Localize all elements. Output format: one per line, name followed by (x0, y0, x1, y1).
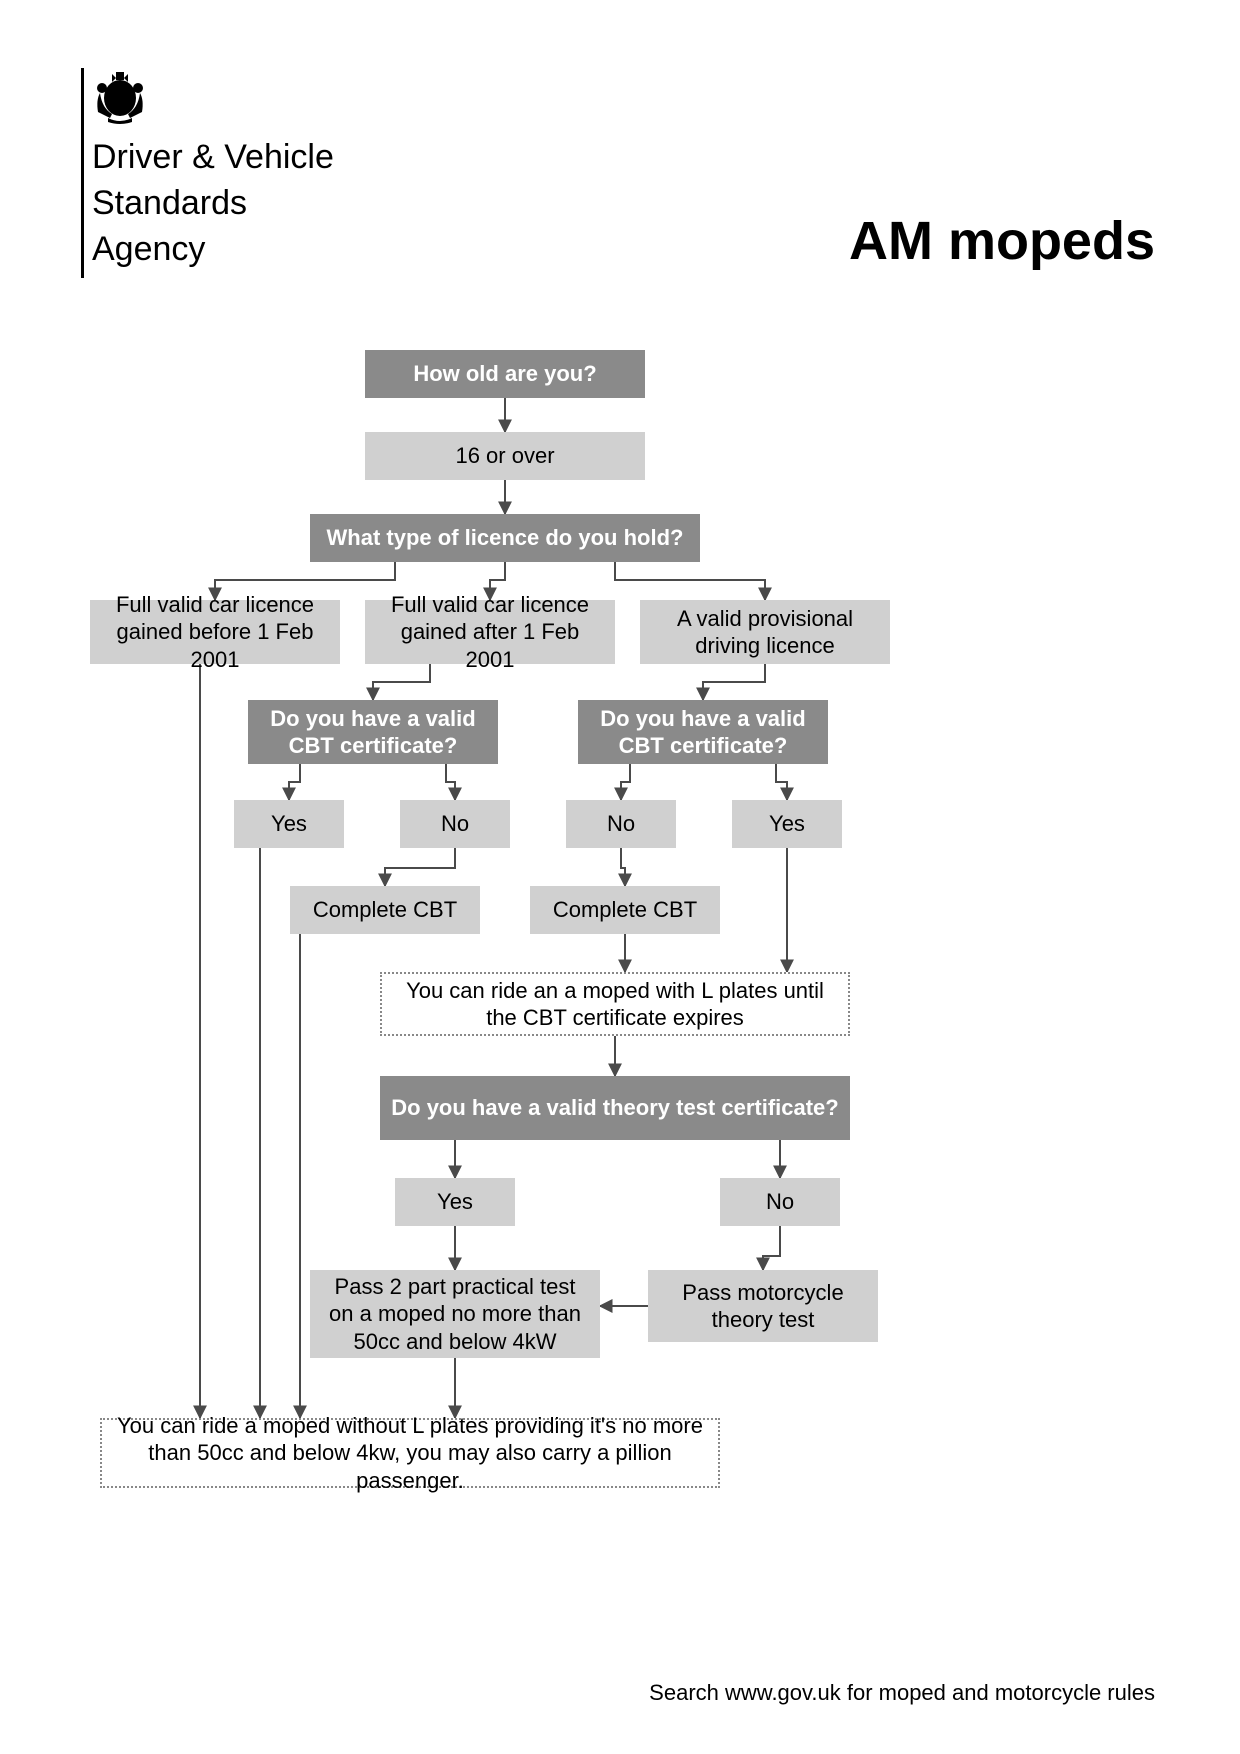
node-lplates: You can ride an a moped with L plates un… (380, 972, 850, 1036)
edge-q3b-y2 (776, 764, 787, 800)
node-n1: No (400, 800, 510, 848)
node-lic2: Full valid car licence gained after 1 Fe… (365, 600, 615, 664)
edge-lic3-q3b (703, 664, 765, 700)
node-n2: No (566, 800, 676, 848)
node-q3b: Do you have a valid CBT certificate? (578, 700, 828, 764)
edge-q2-lic3 (615, 562, 765, 600)
node-lic1: Full valid car licence gained before 1 F… (90, 600, 340, 664)
edge-q3a-y1 (289, 764, 300, 800)
node-y2: Yes (732, 800, 842, 848)
node-q3a: Do you have a valid CBT certificate? (248, 700, 498, 764)
edge-n1-cbt1 (385, 848, 455, 886)
edge-q3b-n2 (621, 764, 630, 800)
node-lic3: A valid provisional driving licence (640, 600, 890, 664)
node-q4: Do you have a valid theory test certific… (380, 1076, 850, 1140)
node-q2: What type of licence do you hold? (310, 514, 700, 562)
node-theory: Pass motorcycle theory test (648, 1270, 878, 1342)
node-a1: 16 or over (365, 432, 645, 480)
node-q1: How old are you? (365, 350, 645, 398)
node-cbt2: Complete CBT (530, 886, 720, 934)
node-y1: Yes (234, 800, 344, 848)
node-n3: No (720, 1178, 840, 1226)
node-cbt1: Complete CBT (290, 886, 480, 934)
node-final: You can ride a moped without L plates pr… (100, 1418, 720, 1488)
edge-n3-theory (763, 1226, 780, 1270)
node-y3: Yes (395, 1178, 515, 1226)
edge-q3a-n1 (446, 764, 455, 800)
node-prac: Pass 2 part practical test on a moped no… (310, 1270, 600, 1358)
edge-n2-cbt2 (621, 848, 625, 886)
